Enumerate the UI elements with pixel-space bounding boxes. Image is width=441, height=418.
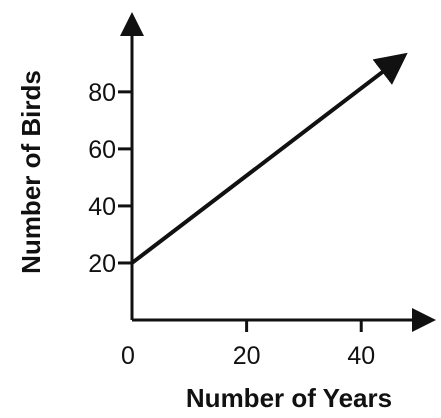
x-ticks: 0 20 40: [121, 320, 375, 370]
axes: [120, 12, 436, 332]
x-tick-label: 20: [233, 342, 261, 370]
x-tick-label: 0: [121, 342, 135, 370]
series-line: [130, 52, 408, 265]
x-tick-label: 40: [347, 342, 375, 370]
y-tick-label: 80: [88, 79, 116, 107]
y-tick-label: 20: [88, 250, 116, 278]
y-tick-label: 40: [88, 193, 116, 221]
y-ticks: 20 40 60 80: [88, 79, 132, 278]
y-axis-title: Number of Birds: [16, 70, 46, 274]
series-group: [130, 52, 408, 265]
y-tick-label: 60: [88, 136, 116, 164]
x-axis-title: Number of Years: [186, 383, 392, 413]
